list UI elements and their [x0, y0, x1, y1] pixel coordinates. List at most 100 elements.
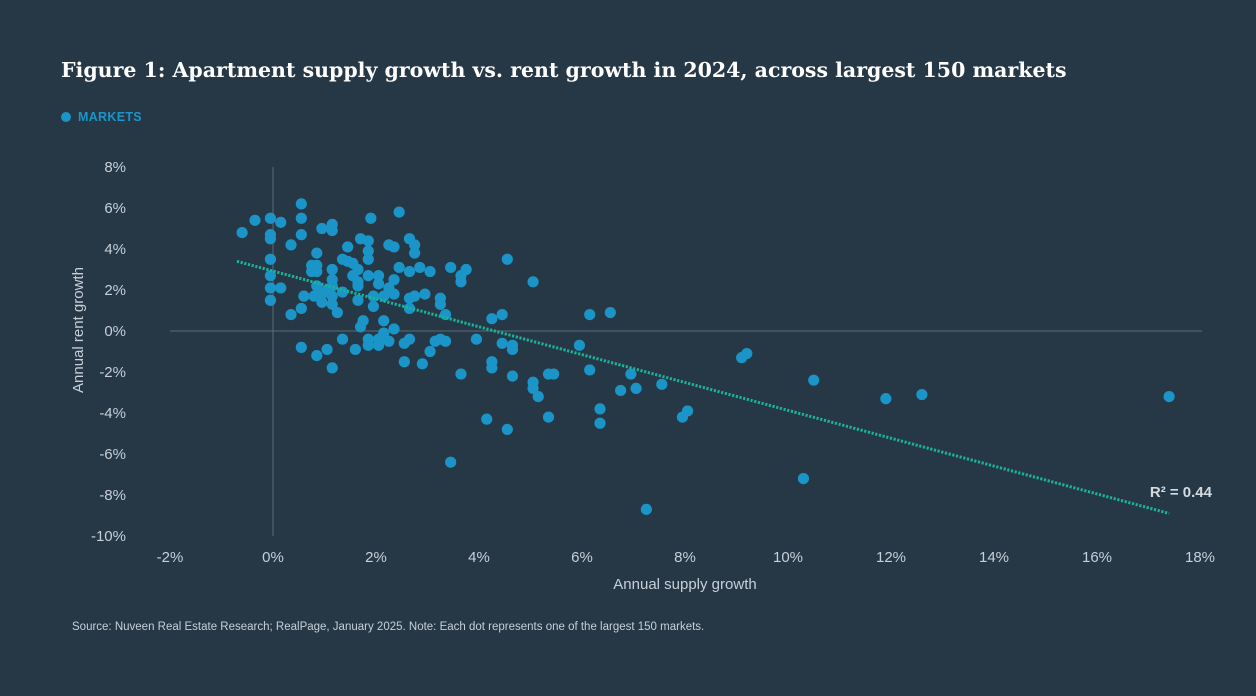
data-point: [275, 216, 287, 228]
x-tick-label: 6%: [571, 549, 593, 566]
y-tick-label: -8%: [99, 487, 126, 504]
data-point: [388, 274, 400, 286]
legend-label: MARKETS: [78, 110, 142, 124]
chart-title: Figure 1: Apartment supply growth vs. re…: [61, 58, 1067, 82]
data-point: [331, 306, 343, 319]
data-point: [264, 270, 277, 282]
x-tick-label: 2%: [365, 549, 387, 566]
y-axis-label: Annual rent growth: [70, 267, 87, 393]
data-point: [797, 473, 810, 485]
data-point: [424, 345, 436, 358]
data-point: [326, 224, 338, 237]
data-point: [326, 290, 338, 302]
data-point: [311, 247, 323, 259]
data-point: [352, 294, 364, 306]
data-point: [445, 456, 457, 468]
data-point: [594, 417, 606, 429]
y-tick-label: -2%: [99, 364, 126, 381]
data-point: [486, 313, 498, 325]
x-axis-label: Annual supply growth: [613, 576, 756, 593]
data-point: [573, 339, 586, 351]
data-point: [378, 315, 390, 327]
data-point: [285, 239, 297, 251]
data-point: [439, 309, 452, 321]
data-point: [295, 341, 307, 353]
data-point: [640, 503, 652, 515]
y-tick-label: -6%: [99, 446, 126, 463]
data-point: [398, 356, 410, 368]
data-point: [496, 337, 508, 349]
data-point: [236, 227, 248, 239]
data-point: [295, 198, 307, 210]
data-point: [527, 382, 539, 394]
data-point: [455, 276, 467, 288]
data-point: [352, 263, 364, 276]
data-point: [372, 270, 385, 282]
source-note: Source: Nuveen Real Estate Research; Rea…: [72, 621, 705, 633]
x-tick-label: 10%: [773, 549, 803, 566]
data-point: [656, 378, 668, 390]
data-point: [393, 261, 405, 274]
data-point: [445, 261, 457, 274]
data-point: [357, 315, 369, 327]
data-point: [336, 333, 349, 345]
y-tick-label: -10%: [91, 528, 126, 545]
data-point: [808, 374, 820, 386]
data-point: [416, 358, 428, 370]
data-point: [424, 265, 436, 278]
data-point: [414, 261, 426, 274]
data-point: [681, 405, 694, 417]
data-point: [362, 339, 374, 351]
data-point: [295, 302, 307, 315]
data-point: [615, 384, 627, 397]
data-point: [548, 368, 560, 380]
data-point: [434, 333, 446, 345]
data-point: [388, 241, 400, 253]
data-point: [326, 280, 338, 292]
data-point: [362, 245, 374, 257]
data-point: [409, 290, 421, 302]
data-point: [584, 309, 596, 321]
data-point: [527, 276, 539, 288]
data-point: [321, 343, 333, 356]
data-point: [393, 206, 405, 218]
data-point: [434, 298, 446, 310]
data-point: [542, 411, 555, 423]
data-point: [326, 298, 338, 310]
r-squared-annotation: R² = 0.44: [1150, 484, 1213, 501]
data-point: [383, 335, 395, 347]
y-tick-label: 2%: [104, 282, 126, 299]
data-point: [630, 382, 642, 394]
data-point: [741, 347, 753, 360]
data-point: [1163, 391, 1175, 403]
data-point: [455, 368, 467, 380]
y-tick-label: 4%: [104, 241, 126, 258]
data-point: [625, 368, 637, 380]
legend-marker: [61, 112, 71, 122]
data-point: [470, 333, 483, 345]
data-point: [419, 288, 431, 300]
data-point: [378, 327, 390, 339]
data-point: [285, 309, 297, 321]
data-point: [295, 212, 307, 224]
data-point: [295, 229, 307, 241]
data-point: [372, 339, 385, 351]
data-point: [275, 282, 287, 294]
data-point: [311, 265, 323, 278]
data-point: [481, 413, 493, 425]
data-point: [486, 362, 498, 374]
data-point: [372, 278, 385, 290]
data-point: [264, 233, 277, 245]
x-tick-label: 12%: [876, 549, 906, 566]
trend-line: [236, 259, 1170, 515]
data-point: [326, 362, 338, 374]
data-point: [506, 370, 519, 382]
data-point: [298, 290, 310, 302]
data-point: [460, 263, 472, 276]
data-point: [316, 222, 328, 235]
data-point: [249, 214, 261, 226]
data-point: [916, 388, 928, 401]
data-point: [365, 212, 377, 224]
data-point: [264, 294, 277, 306]
data-point: [388, 323, 400, 335]
